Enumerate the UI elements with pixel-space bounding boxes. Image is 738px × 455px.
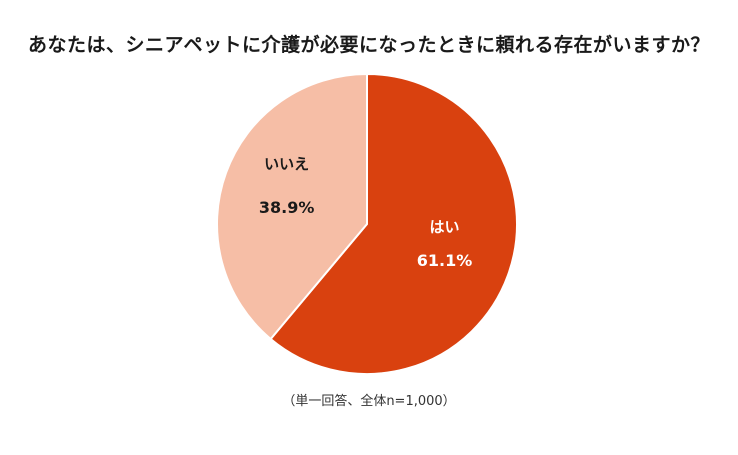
pie-labels: はい 61.1% いいえ 38.9% [259,155,472,270]
chart-title: あなたは、シニアペットに介護が必要になったときに頼れる存在がいますか？ [27,34,711,56]
pie-slice-1 [269,72,518,375]
slice-value-label-1: 61.1% [417,251,473,270]
pie-slice-2 [216,72,368,341]
slice-value-label-2: 38.9% [259,198,315,217]
pie-slices [216,72,518,375]
slice-label-1: はい [430,218,460,236]
slice-label-2: いいえ [264,155,309,173]
sample-note: （単一回答、全体n=1,000） [282,394,456,409]
